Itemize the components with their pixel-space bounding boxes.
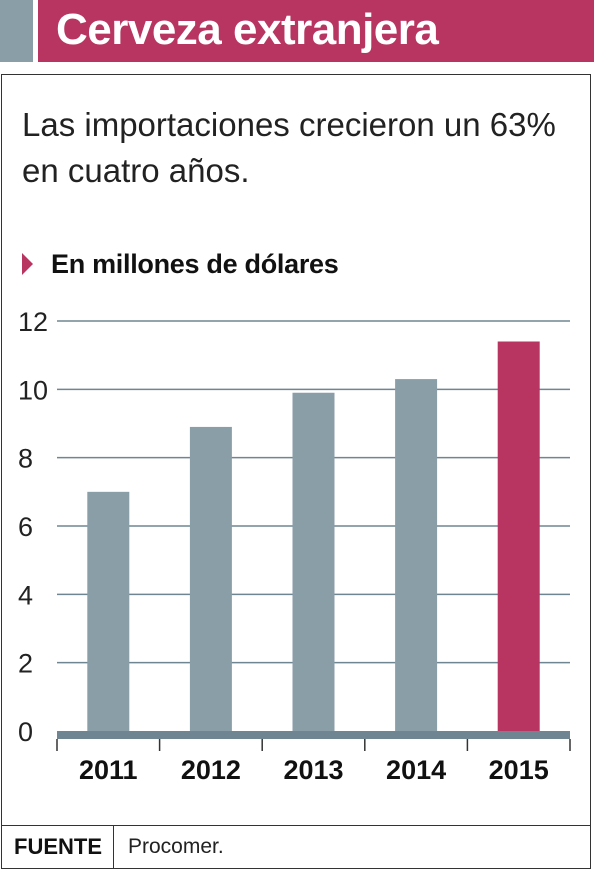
chart-panel [1, 74, 591, 869]
bar-chart: 0 2 4 6 8 10 12 2011 2012 2013 2014 2015 [18, 307, 571, 785]
chart-title: Cerveza extranjera [56, 5, 439, 54]
y-tick-label: 12 [18, 307, 48, 337]
bar-2014 [395, 379, 438, 731]
y-tick-label: 10 [18, 375, 48, 405]
bar-2015 [497, 341, 540, 731]
y-tick-label: 0 [18, 717, 33, 747]
x-tick-label: 2015 [489, 755, 549, 785]
source-value: Procomer. [128, 835, 224, 858]
x-tick-label: 2013 [283, 755, 343, 785]
x-tick-label: 2014 [386, 755, 446, 785]
bar-2013 [292, 392, 335, 731]
chart-subtitle: Las importaciones crecieron un 63% en cu… [22, 106, 556, 189]
bar-2012 [189, 426, 232, 731]
units-row: En millones de dólares [22, 246, 339, 282]
y-tick-label: 2 [18, 649, 33, 679]
footer-separator [113, 826, 114, 869]
y-tick-label: 6 [18, 512, 33, 542]
x-tick-label: 2011 [79, 755, 138, 785]
y-tick-label: 8 [18, 444, 33, 474]
y-tick-label: 4 [18, 580, 33, 610]
triangle-arrow-icon [22, 253, 33, 275]
bar-2011 [87, 491, 130, 731]
title-bar: Cerveza extranjera [38, 0, 594, 62]
footer-divider [1, 825, 591, 826]
header: Cerveza extranjera [0, 0, 594, 62]
source-label: FUENTE [14, 834, 102, 859]
units-label: En millones de dólares [51, 248, 339, 279]
x-axis-baseline [57, 731, 570, 739]
header-accent-block [0, 0, 33, 62]
x-tick-label: 2012 [181, 755, 241, 785]
